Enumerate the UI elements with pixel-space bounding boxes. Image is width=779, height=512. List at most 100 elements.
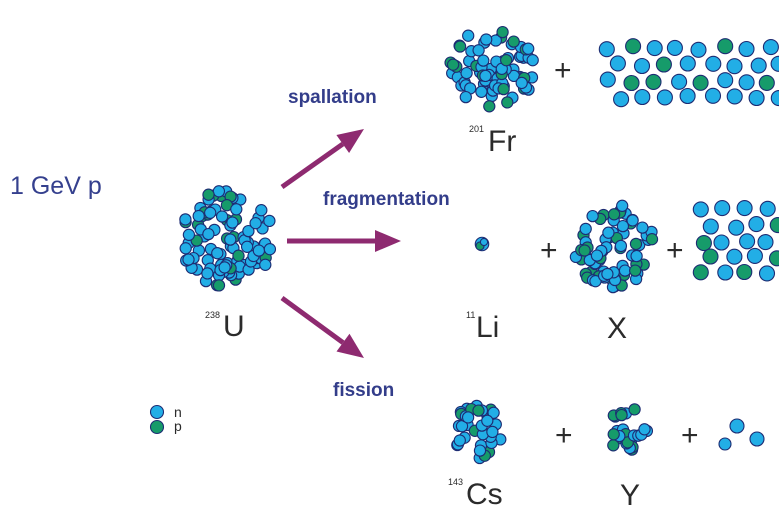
neutron [253,245,264,256]
neutron [480,238,487,245]
proton [656,57,671,72]
neutron [727,89,742,104]
proton [497,26,508,37]
neutron [637,222,648,233]
neutron [602,268,613,279]
neutron [183,254,194,265]
proton [501,55,512,66]
neutron [747,248,762,263]
cesium-symbol: Cs [466,480,503,510]
neutron [250,218,261,229]
neutron [635,90,650,105]
neutron [617,200,628,211]
neutron [231,204,242,215]
neutron [599,42,614,57]
neutron [760,201,775,216]
fragmentation-arrow [287,230,401,252]
proton [502,97,513,108]
lithium-11-nucleus [475,237,489,251]
neutron [758,235,773,250]
neutron [474,445,485,456]
neutron [183,229,194,240]
neutron [527,55,538,66]
neutron [614,92,629,107]
neutron [635,59,650,74]
neutron [225,234,236,245]
proton [484,101,495,112]
spallation-label: spallation [288,88,377,107]
neutron [463,30,474,41]
neutron [212,248,223,259]
legend-proton-dot [151,421,164,434]
neutron [481,34,492,45]
neutron [151,406,164,419]
proton [508,36,519,47]
neutron [760,266,775,281]
neutron [639,424,650,435]
uranium-symbol: U [223,312,245,342]
neutron [749,91,764,106]
neutron [482,415,493,426]
neutron [454,435,465,446]
neutron [193,210,204,221]
fragmentation-label: fragmentation [323,190,450,209]
plus-sign-fission-2: + [681,421,699,451]
neutron [740,234,755,249]
plus-sign-spallation: + [554,56,572,86]
neutron [680,89,695,104]
proton [646,234,657,245]
proton [630,238,641,249]
neutron [202,268,213,279]
neutron [680,56,695,71]
neutron [219,262,230,273]
neutron [715,201,730,216]
neutron [718,265,733,280]
lithium-mass-number: 11 [466,311,475,320]
proton [770,218,779,233]
neutron [703,219,718,234]
cesium-mass-number: 143 [448,478,463,487]
neutron [480,70,491,81]
proton [718,39,733,54]
neutron [264,244,275,255]
neutron [771,56,779,71]
proton [455,41,466,52]
neutron [587,211,598,222]
proton [151,421,164,434]
proton [616,410,627,421]
arrow-head [337,334,365,358]
uranium-mass-number: 238 [205,311,220,320]
neutron [763,40,778,55]
arrow-head [336,129,364,153]
proton [626,39,641,54]
neutron [727,249,742,264]
neutron [260,259,271,270]
proton [696,236,711,251]
neutron [203,229,214,240]
neutron [473,45,484,56]
proton [737,265,752,280]
neutron [264,215,275,226]
neutron [256,205,267,216]
neutron [460,92,471,103]
proton [630,265,641,276]
neutron [610,56,625,71]
francium-mass-number: 201 [469,125,484,134]
plus-sign-fragmentation-1: + [540,236,558,266]
neutron [647,41,662,56]
neutron [691,42,706,57]
francium-201-nucleus [445,26,538,111]
proton [646,74,661,89]
neutron [600,72,615,87]
neutron [227,217,238,228]
neutron [739,75,754,90]
neutron [693,202,708,217]
neutron [591,250,602,261]
arrow-head [375,230,401,252]
neutron [476,86,487,97]
fission-y-nucleus [608,404,653,455]
cesium-143-nucleus [452,400,506,463]
lithium-symbol: Li [476,313,499,343]
fragment-x-symbol: X [607,314,627,344]
